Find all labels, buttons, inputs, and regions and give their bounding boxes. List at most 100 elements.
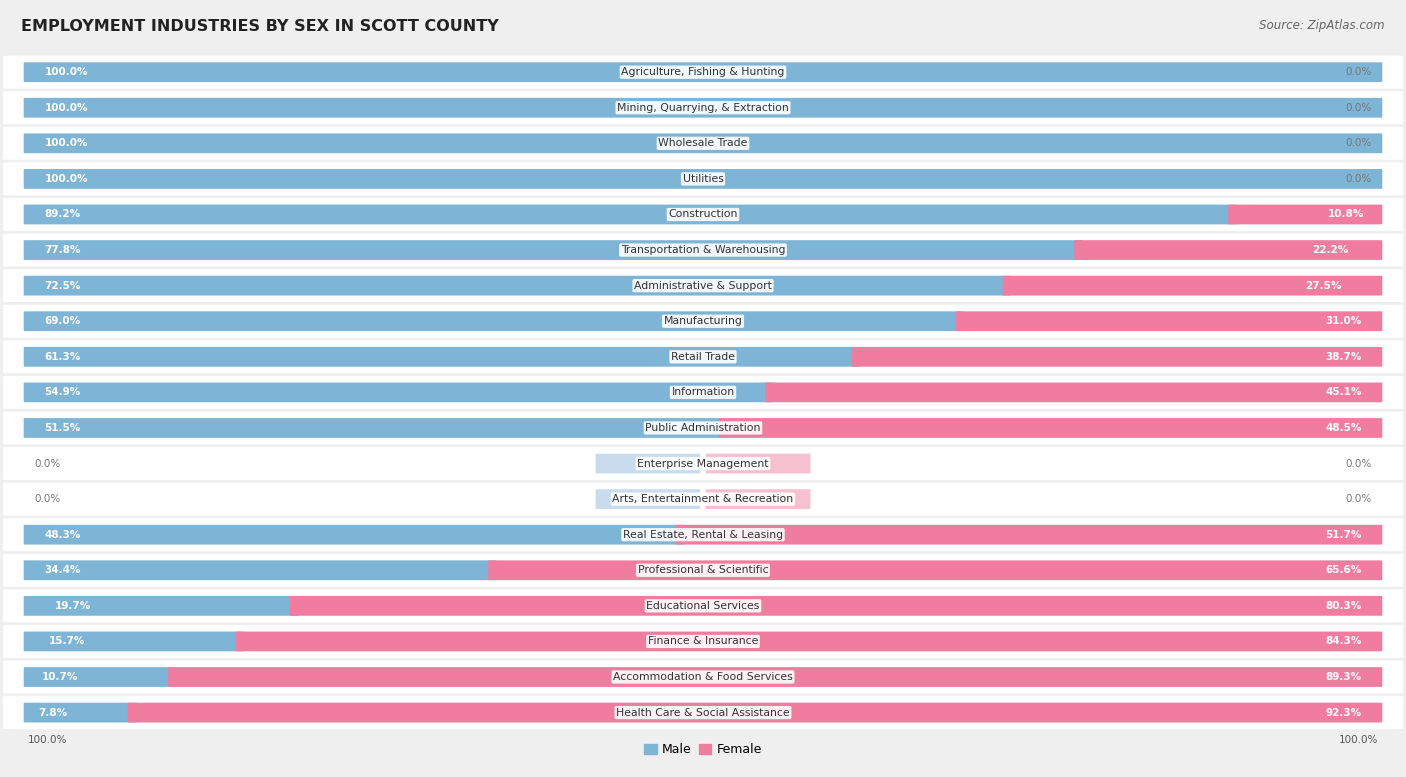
Text: 48.5%: 48.5% [1326, 423, 1361, 433]
Text: Information: Information [672, 388, 734, 397]
FancyBboxPatch shape [24, 98, 1382, 117]
FancyBboxPatch shape [1002, 276, 1382, 295]
FancyBboxPatch shape [24, 62, 1382, 82]
Text: Agriculture, Fishing & Hunting: Agriculture, Fishing & Hunting [621, 67, 785, 77]
FancyBboxPatch shape [24, 667, 177, 687]
FancyBboxPatch shape [3, 234, 1403, 267]
Text: Retail Trade: Retail Trade [671, 352, 735, 362]
FancyBboxPatch shape [24, 632, 245, 651]
Text: 48.3%: 48.3% [45, 530, 80, 540]
Text: 51.5%: 51.5% [45, 423, 80, 433]
Text: 69.0%: 69.0% [45, 316, 80, 326]
Text: 34.4%: 34.4% [45, 566, 82, 575]
Text: Construction: Construction [668, 210, 738, 219]
FancyBboxPatch shape [3, 518, 1403, 551]
FancyBboxPatch shape [3, 554, 1403, 587]
FancyBboxPatch shape [3, 590, 1403, 622]
Text: 89.2%: 89.2% [45, 210, 80, 219]
FancyBboxPatch shape [169, 667, 1382, 687]
Text: 77.8%: 77.8% [45, 245, 82, 255]
FancyBboxPatch shape [24, 702, 138, 723]
FancyBboxPatch shape [24, 276, 1011, 295]
FancyBboxPatch shape [676, 524, 1382, 545]
Text: Public Administration: Public Administration [645, 423, 761, 433]
FancyBboxPatch shape [765, 382, 1382, 402]
FancyBboxPatch shape [24, 134, 1382, 153]
FancyBboxPatch shape [3, 376, 1403, 409]
FancyBboxPatch shape [3, 305, 1403, 338]
Text: 27.5%: 27.5% [1305, 280, 1341, 291]
Text: 0.0%: 0.0% [1346, 174, 1371, 184]
Text: 0.0%: 0.0% [1346, 103, 1371, 113]
FancyBboxPatch shape [3, 625, 1403, 658]
Text: Mining, Quarrying, & Extraction: Mining, Quarrying, & Extraction [617, 103, 789, 113]
Text: Professional & Scientific: Professional & Scientific [638, 566, 768, 575]
FancyBboxPatch shape [852, 347, 1382, 367]
FancyBboxPatch shape [3, 412, 1403, 444]
Text: Utilities: Utilities [682, 174, 724, 184]
Text: 54.9%: 54.9% [45, 388, 80, 397]
Text: Finance & Insurance: Finance & Insurance [648, 636, 758, 646]
Text: 22.2%: 22.2% [1312, 245, 1348, 255]
Text: 0.0%: 0.0% [1346, 458, 1371, 469]
Text: 89.3%: 89.3% [1326, 672, 1361, 682]
FancyBboxPatch shape [24, 312, 963, 331]
Text: Manufacturing: Manufacturing [664, 316, 742, 326]
Text: 15.7%: 15.7% [49, 636, 86, 646]
FancyBboxPatch shape [24, 382, 773, 402]
Text: 10.8%: 10.8% [1327, 210, 1364, 219]
Text: 72.5%: 72.5% [45, 280, 80, 291]
FancyBboxPatch shape [596, 490, 700, 509]
Text: 51.7%: 51.7% [1326, 530, 1361, 540]
FancyBboxPatch shape [24, 524, 685, 545]
Text: Administrative & Support: Administrative & Support [634, 280, 772, 291]
Text: 100.0%: 100.0% [45, 103, 87, 113]
Text: Accommodation & Food Services: Accommodation & Food Services [613, 672, 793, 682]
Text: 61.3%: 61.3% [45, 352, 80, 362]
FancyBboxPatch shape [3, 127, 1403, 160]
Text: Real Estate, Rental & Leasing: Real Estate, Rental & Leasing [623, 530, 783, 540]
Text: 100.0%: 100.0% [45, 138, 87, 148]
FancyBboxPatch shape [3, 483, 1403, 516]
Text: Enterprise Management: Enterprise Management [637, 458, 769, 469]
Text: 84.3%: 84.3% [1326, 636, 1361, 646]
FancyBboxPatch shape [128, 702, 1382, 723]
FancyBboxPatch shape [3, 447, 1403, 480]
Text: 100.0%: 100.0% [28, 734, 67, 744]
FancyBboxPatch shape [596, 454, 700, 473]
FancyBboxPatch shape [3, 56, 1403, 89]
FancyBboxPatch shape [24, 418, 727, 438]
Text: Wholesale Trade: Wholesale Trade [658, 138, 748, 148]
FancyBboxPatch shape [718, 418, 1382, 438]
Text: Educational Services: Educational Services [647, 601, 759, 611]
FancyBboxPatch shape [24, 596, 298, 615]
FancyBboxPatch shape [3, 660, 1403, 694]
Text: EMPLOYMENT INDUSTRIES BY SEX IN SCOTT COUNTY: EMPLOYMENT INDUSTRIES BY SEX IN SCOTT CO… [21, 19, 499, 34]
Text: 100.0%: 100.0% [45, 174, 87, 184]
FancyBboxPatch shape [3, 269, 1403, 302]
Text: 7.8%: 7.8% [38, 708, 67, 718]
FancyBboxPatch shape [956, 312, 1382, 331]
Text: 38.7%: 38.7% [1326, 352, 1361, 362]
Text: 92.3%: 92.3% [1326, 708, 1361, 718]
FancyBboxPatch shape [236, 632, 1382, 651]
FancyBboxPatch shape [706, 454, 810, 473]
FancyBboxPatch shape [3, 91, 1403, 124]
FancyBboxPatch shape [24, 240, 1083, 260]
FancyBboxPatch shape [1074, 240, 1382, 260]
FancyBboxPatch shape [3, 162, 1403, 195]
FancyBboxPatch shape [3, 696, 1403, 729]
Text: 10.7%: 10.7% [42, 672, 79, 682]
Text: 31.0%: 31.0% [1326, 316, 1361, 326]
Text: 0.0%: 0.0% [1346, 67, 1371, 77]
Text: 0.0%: 0.0% [1346, 138, 1371, 148]
FancyBboxPatch shape [3, 198, 1403, 231]
FancyBboxPatch shape [24, 347, 859, 367]
Text: Source: ZipAtlas.com: Source: ZipAtlas.com [1260, 19, 1385, 33]
Text: Health Care & Social Assistance: Health Care & Social Assistance [616, 708, 790, 718]
FancyBboxPatch shape [706, 490, 810, 509]
FancyBboxPatch shape [24, 560, 496, 580]
Text: 0.0%: 0.0% [1346, 494, 1371, 504]
Text: Transportation & Warehousing: Transportation & Warehousing [621, 245, 785, 255]
FancyBboxPatch shape [24, 169, 1382, 189]
